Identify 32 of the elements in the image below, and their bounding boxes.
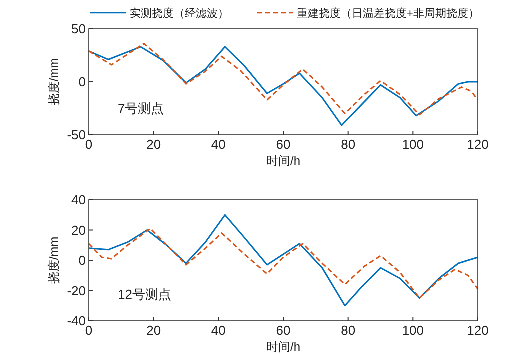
line-series bbox=[88, 43, 479, 116]
line-series bbox=[88, 46, 479, 126]
x-tick-label: 60 bbox=[276, 323, 291, 338]
x-tick-label: 60 bbox=[276, 137, 291, 152]
y-tick-label: -20 bbox=[67, 283, 86, 298]
annotation: 12号测点 bbox=[118, 287, 172, 302]
x-axis-title: 时间/h bbox=[266, 154, 301, 168]
x-axis-title: 时间/h bbox=[266, 340, 301, 354]
line-series bbox=[88, 214, 479, 307]
y-tick-label: 40 bbox=[72, 192, 86, 208]
x-tick-label: 20 bbox=[146, 323, 162, 338]
x-tick-label: 100 bbox=[402, 323, 424, 338]
annotation: 7号测点 bbox=[118, 101, 164, 116]
legend-label: 实测挠度（经滤波） bbox=[130, 7, 229, 20]
x-tick-label: 120 bbox=[467, 323, 489, 338]
line-series bbox=[88, 228, 479, 300]
x-tick-label: 80 bbox=[341, 137, 356, 152]
y-tick-label: -40 bbox=[67, 314, 86, 328]
y-tick-label: 20 bbox=[72, 222, 86, 238]
y-tick-label: 0 bbox=[78, 74, 86, 90]
x-tick-label: 100 bbox=[402, 137, 424, 152]
x-tick-label: 80 bbox=[341, 323, 356, 338]
y-tick-label: 50 bbox=[72, 22, 86, 36]
y-tick-label: -50 bbox=[67, 128, 86, 142]
x-tick-label: 20 bbox=[146, 137, 162, 152]
x-tick-label: 120 bbox=[467, 137, 489, 152]
y-tick-label: 0 bbox=[78, 253, 86, 268]
x-tick-label: 40 bbox=[211, 323, 226, 338]
x-tick-label: 40 bbox=[211, 137, 226, 152]
y-axis-title: 挠度/mm bbox=[47, 236, 61, 284]
legend-label: 重建挠度（日温差挠度+非周期挠度） bbox=[297, 7, 480, 20]
y-axis-title: 挠度/mm bbox=[47, 58, 61, 106]
